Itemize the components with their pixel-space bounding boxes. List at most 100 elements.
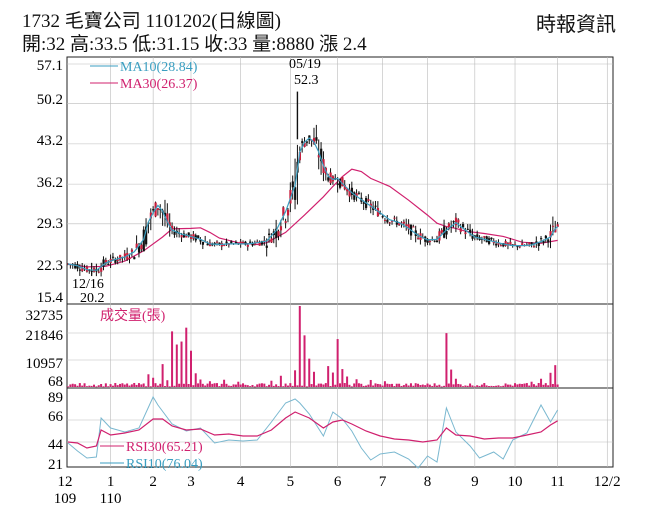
volume-bar — [362, 385, 365, 387]
x-tick-label: 8 — [424, 474, 432, 490]
candle-body — [149, 212, 152, 219]
candle-body — [182, 233, 186, 238]
candle-body — [518, 246, 521, 248]
candle-body — [137, 245, 141, 253]
candle-body — [554, 228, 557, 233]
volume-bar — [414, 383, 417, 387]
candle-body — [244, 241, 247, 245]
candle-body — [537, 243, 540, 247]
rsi10-line — [67, 395, 559, 469]
candle-body — [516, 245, 519, 248]
candle-body — [530, 242, 533, 245]
volume-bar — [95, 386, 98, 388]
volume-bar — [480, 384, 483, 387]
candle-body — [315, 137, 318, 141]
candle-body — [119, 254, 122, 260]
volume-bar — [421, 384, 424, 387]
candle-body — [145, 226, 148, 245]
volume-bar — [298, 306, 301, 387]
volume-ytick: 10957 — [26, 356, 64, 372]
volume-bar — [100, 384, 103, 387]
volume-bar — [469, 383, 472, 387]
candle-body — [286, 209, 290, 216]
volume-bar — [185, 327, 188, 387]
volume-bar — [201, 383, 204, 387]
volume-bar — [161, 364, 164, 387]
volume-bar — [504, 383, 507, 387]
low-date-annotation: 12/16 — [72, 277, 104, 292]
candle-body — [282, 207, 285, 216]
candle-body — [348, 189, 351, 197]
volume-bar — [461, 386, 464, 387]
candle-body — [277, 231, 280, 236]
rsi10-legend: RSI10(76.04) — [126, 457, 203, 472]
volume-bar — [409, 383, 412, 387]
volume-bar — [152, 377, 155, 387]
candle-body — [457, 219, 460, 223]
volume-bar — [291, 385, 294, 387]
volume-bar — [341, 369, 344, 387]
volume-label: 成交量(張) — [100, 307, 166, 324]
volume-bar — [294, 370, 297, 387]
candle-body — [197, 235, 200, 239]
volume-bar — [506, 384, 509, 387]
candle-body — [253, 242, 257, 245]
volume-bar — [388, 384, 391, 387]
volume-bar — [279, 375, 282, 387]
candle-body — [225, 241, 228, 244]
volume-bar — [123, 384, 126, 387]
candle-body — [159, 209, 162, 211]
candle-body — [130, 249, 134, 252]
candle-body — [471, 234, 474, 239]
x-tick-label: 4 — [237, 474, 245, 490]
candle-body — [331, 176, 335, 182]
volume-bar — [116, 385, 119, 387]
volume-bar — [459, 384, 462, 387]
candle-body — [509, 241, 512, 246]
volume-bar — [97, 385, 100, 387]
candle-body — [376, 207, 380, 217]
volume-bar — [419, 385, 422, 387]
volume-bar — [206, 383, 209, 387]
x-tick-label: 3 — [187, 474, 195, 490]
x-tick-label: 9 — [471, 474, 479, 490]
candle-body — [499, 245, 503, 247]
volume-bar — [230, 385, 233, 387]
volume-bar — [189, 350, 192, 387]
volume-bar — [324, 383, 327, 387]
candle-body — [78, 269, 82, 271]
volume-bar — [490, 385, 493, 387]
candle-body — [218, 242, 221, 245]
rsi30-legend: RSI30(65.21) — [126, 440, 203, 455]
volume-bar — [301, 385, 304, 387]
volume-bar — [187, 384, 190, 387]
candle-body — [490, 237, 493, 240]
volume-bar — [163, 386, 166, 387]
volume-bar — [525, 383, 528, 387]
source-brand: 時報資訊 — [536, 14, 616, 36]
volume-bar — [145, 386, 148, 388]
low-value-annotation: 20.2 — [80, 291, 105, 306]
candle-body — [97, 271, 100, 273]
volume-bar — [454, 378, 457, 387]
price-ytick: 22.3 — [37, 258, 63, 274]
candle-body — [111, 256, 115, 258]
price-ytick: 29.3 — [37, 216, 63, 232]
candle-body — [249, 241, 252, 243]
high-date-annotation: 05/19 — [289, 57, 321, 72]
candle-body — [381, 216, 384, 218]
volume-bar — [159, 383, 162, 387]
candle-body — [426, 238, 429, 243]
candle-body — [549, 231, 552, 238]
volume-bar — [130, 384, 133, 387]
candle-body — [74, 264, 77, 269]
candle-body — [502, 243, 505, 247]
x-tick-label: 5 — [287, 474, 295, 490]
volume-bar — [178, 383, 181, 387]
volume-ytick: 21846 — [26, 328, 64, 344]
candle-body — [168, 222, 171, 227]
rsi-ytick: 21 — [48, 457, 63, 473]
candle-body — [521, 243, 524, 246]
volume-bar — [379, 384, 382, 387]
